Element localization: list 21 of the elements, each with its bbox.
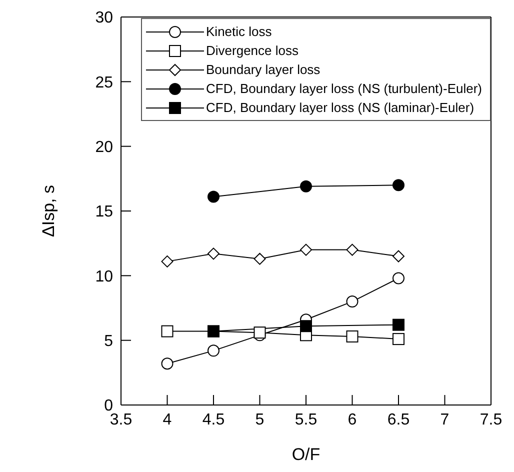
- legend-label: CFD, Boundary layer loss (NS (turbulent)-Euler): [206, 80, 482, 98]
- y-tick-label: 25: [95, 74, 114, 92]
- x-tick-label: 4.5: [202, 411, 225, 428]
- y-tick-label: 5: [104, 333, 114, 350]
- y-axis-title: ΔIsp, s: [39, 185, 58, 237]
- x-tick-label: 6.5: [387, 411, 410, 428]
- legend-label: CFD, Boundary layer loss (NS (laminar)-Euler): [206, 99, 474, 117]
- x-tick-label: 6: [348, 411, 357, 428]
- legend-label: Kinetic loss: [206, 23, 272, 41]
- x-tick-label: 7.5: [480, 411, 502, 428]
- y-tick-label: 30: [95, 10, 114, 27]
- x-tick-label: 7: [440, 411, 450, 428]
- x-axis-title: O/F: [292, 445, 320, 464]
- y-tick-label: 15: [95, 204, 114, 221]
- y-tick-label: 10: [95, 268, 114, 286]
- legend-label: Boundary layer loss: [206, 61, 320, 79]
- x-tick-label: 4: [162, 411, 172, 428]
- x-tick-label: 5: [255, 411, 264, 428]
- x-tick-label: 5.5: [294, 411, 318, 428]
- legend-label: Divergence loss: [206, 42, 299, 60]
- y-tick-label: 20: [95, 139, 114, 156]
